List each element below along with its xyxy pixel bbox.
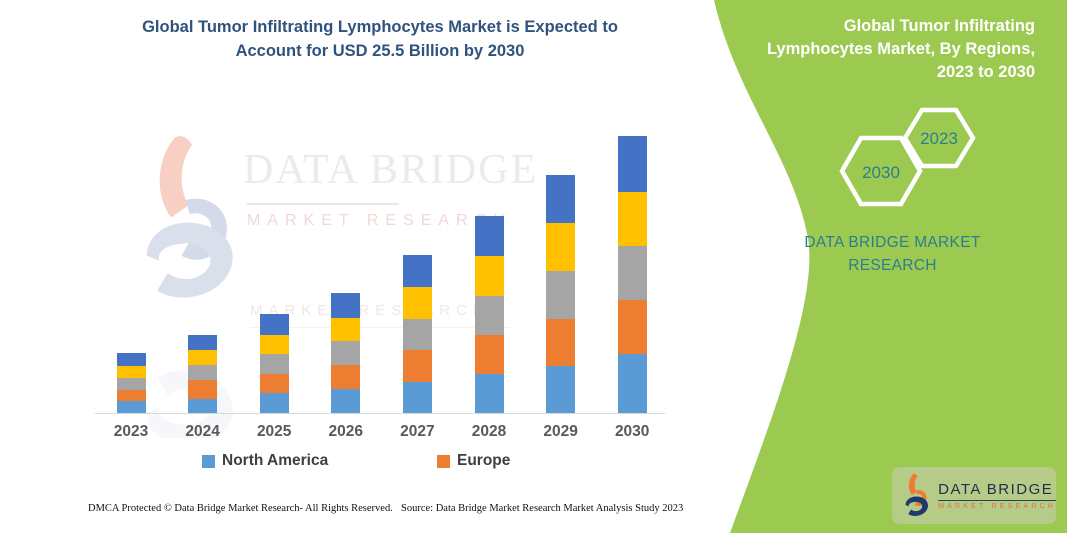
dbmr-logo-icon bbox=[905, 473, 928, 516]
bar-segment bbox=[331, 292, 361, 318]
legend-label: North America bbox=[222, 452, 329, 469]
bar-segment bbox=[188, 350, 218, 366]
bar-segment bbox=[259, 314, 289, 335]
stacked-bar-2026 bbox=[331, 292, 361, 413]
legend-label: Europe bbox=[457, 452, 511, 469]
hexagon-2023-icon bbox=[902, 107, 976, 169]
hexagon-2030-icon bbox=[839, 135, 923, 207]
bar-segment bbox=[116, 353, 146, 367]
bar-segment bbox=[546, 175, 576, 224]
bar-segment bbox=[617, 191, 647, 246]
bar-chart-plot-area bbox=[95, 120, 665, 414]
bar-segment bbox=[116, 366, 146, 379]
bar-segment bbox=[259, 373, 289, 394]
bar-segment bbox=[474, 373, 504, 413]
stacked-bar-2030 bbox=[617, 136, 647, 414]
stacked-bar-2025 bbox=[259, 314, 289, 413]
bar-segment bbox=[116, 401, 146, 413]
x-axis-label: 2030 bbox=[614, 423, 650, 440]
bar-segment bbox=[474, 255, 504, 296]
bar-segment bbox=[116, 390, 146, 402]
x-axis-labels: 2023 2024 2025 2026 2027 2028 2029 2030 bbox=[95, 423, 665, 445]
bar-segment bbox=[474, 334, 504, 374]
bar-segment bbox=[188, 380, 218, 399]
bar-segment bbox=[402, 287, 432, 319]
bar-segment bbox=[617, 354, 647, 414]
bar-segment bbox=[259, 354, 289, 374]
x-axis-label: 2024 bbox=[185, 423, 220, 440]
bar-segment bbox=[331, 389, 361, 413]
legend-item-north-america: North America bbox=[202, 452, 328, 470]
footer-dmca-text: DMCA Protected © Data Bridge Market Rese… bbox=[88, 503, 393, 514]
bar-segment bbox=[402, 350, 432, 382]
bar-segment bbox=[188, 334, 218, 351]
dbmr-logo-card: DATA BRIDGE MARKET RESEARCH bbox=[892, 467, 1056, 524]
bar-segment bbox=[546, 366, 576, 414]
bar-segment bbox=[402, 254, 432, 288]
x-axis-label: 2028 bbox=[471, 423, 507, 440]
bar-segment bbox=[331, 317, 361, 342]
bar-segment bbox=[188, 398, 218, 413]
logo-card-brand-text: DATA BRIDGE bbox=[938, 481, 1056, 501]
bar-segment bbox=[474, 295, 504, 335]
stacked-bar-2028 bbox=[474, 215, 504, 413]
x-axis-label: 2025 bbox=[256, 423, 292, 440]
bar-segment bbox=[546, 223, 576, 271]
panel-title: Global Tumor Infiltrating Lymphocytes Ma… bbox=[766, 17, 1035, 82]
bar-segment bbox=[331, 365, 361, 390]
bar-segment bbox=[259, 334, 289, 355]
bar-segment bbox=[331, 341, 361, 366]
bar-segment bbox=[402, 318, 432, 351]
watermark-underline bbox=[247, 203, 399, 205]
bar-segment bbox=[402, 381, 432, 413]
bar-segment bbox=[546, 270, 576, 319]
bar-segment bbox=[259, 393, 289, 413]
bar-segment bbox=[617, 136, 647, 192]
bar-segment bbox=[546, 318, 576, 367]
legend-swatch bbox=[437, 454, 450, 468]
x-axis-label: 2029 bbox=[543, 423, 578, 440]
x-axis-label: 2027 bbox=[400, 423, 435, 440]
brand-text: DATA BRIDGE MARKET RESEARCH bbox=[804, 234, 981, 275]
page-title: Global Tumor Infiltrating Lymphocytes Ma… bbox=[142, 18, 618, 60]
watermark-brand-text: DATA BRIDGE bbox=[243, 147, 539, 193]
hexagon-badges: 2023 2030 bbox=[839, 107, 976, 207]
footer-source-text: Source: Data Bridge Market Research Mark… bbox=[401, 503, 684, 514]
bar-segment bbox=[617, 245, 647, 301]
bar-segment bbox=[116, 378, 146, 391]
hexagon-2023-label: 2023 bbox=[920, 129, 958, 148]
bar-segment bbox=[188, 365, 218, 381]
bar-segment bbox=[474, 215, 504, 256]
legend-item-europe: Europe bbox=[437, 452, 510, 470]
watermark-sub-text: MARKET RESEARCH bbox=[247, 212, 512, 229]
bar-segment bbox=[617, 300, 647, 355]
stacked-bar-2023 bbox=[116, 353, 146, 413]
logo-card-sub-text: MARKET RESEARCH bbox=[938, 503, 1056, 510]
hexagon-2030-label: 2030 bbox=[862, 163, 900, 182]
x-axis-label: 2026 bbox=[328, 423, 364, 440]
stacked-bar-2029 bbox=[546, 175, 576, 414]
watermark-faint-line bbox=[250, 327, 510, 328]
legend-swatch bbox=[202, 454, 215, 468]
chart-legend: North America Europe bbox=[95, 452, 665, 476]
dbmr-watermark-logo-icon bbox=[146, 136, 233, 298]
x-axis-label: 2023 bbox=[113, 423, 149, 440]
stacked-bar-2024 bbox=[188, 334, 218, 413]
stacked-bar-2027 bbox=[402, 254, 432, 413]
